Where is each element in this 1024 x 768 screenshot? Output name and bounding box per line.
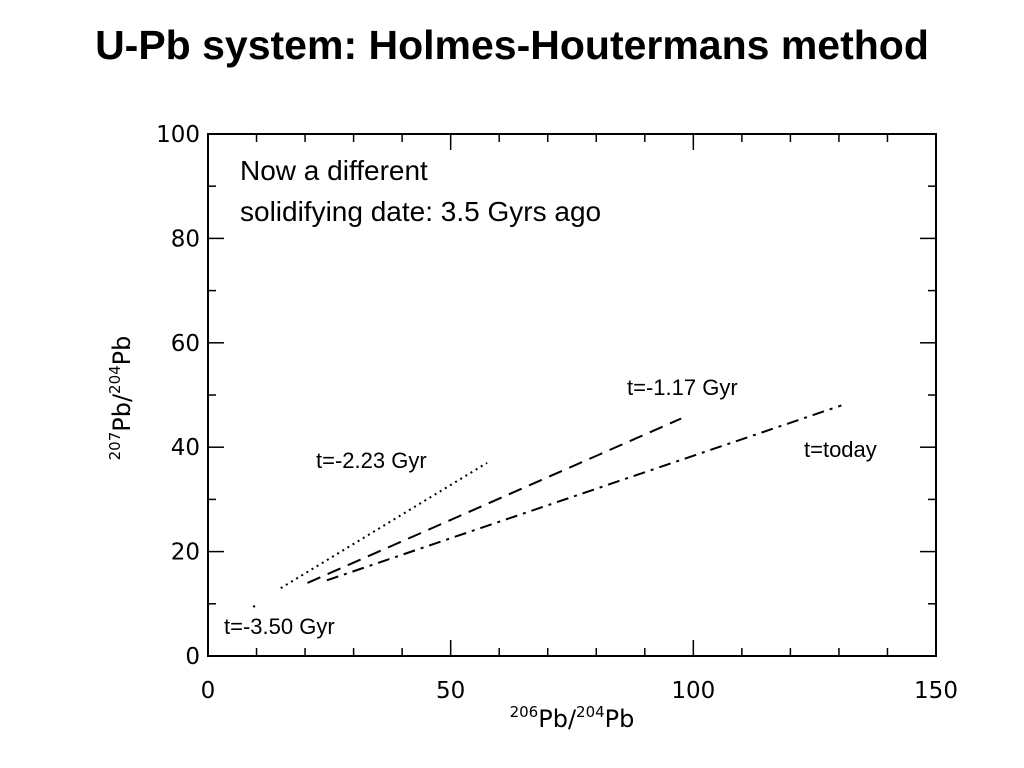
y-axis-label-sup: 204	[106, 365, 124, 394]
series-label-dashdot: t=today	[804, 437, 877, 462]
series-line-dashdot	[326, 404, 842, 582]
series-line-dashed	[307, 417, 682, 584]
y-axis-label-post: Pb	[108, 336, 136, 366]
x-axis-label-post: Pb	[605, 705, 635, 733]
x-tick-label: 50	[436, 678, 465, 704]
y-tick-label: 60	[171, 331, 200, 357]
series-line-dotted	[280, 462, 488, 589]
y-axis-label: 207Pb/204Pb	[106, 336, 136, 461]
x-tick-label: 100	[671, 678, 715, 704]
x-axis-label-sup: 204	[576, 703, 605, 721]
start-point-label: t=-3.50 Gyr	[224, 614, 335, 639]
series-label-dashed: t=-1.17 Gyr	[627, 375, 738, 400]
x-tick-label: 150	[914, 678, 958, 704]
series-group	[252, 404, 842, 608]
x-tick-label: 0	[201, 678, 216, 704]
y-tick-label: 80	[171, 226, 200, 252]
y-tick-label: 100	[156, 122, 200, 148]
y-tick-label: 40	[171, 435, 200, 461]
y-tick-label: 20	[171, 540, 200, 566]
axis-ticks: 0 50 100 150 0 20 40 60 80 100	[156, 122, 958, 704]
start-point	[252, 605, 256, 608]
y-tick-label: 0	[185, 644, 200, 670]
y-axis-label-pre: 207	[106, 432, 124, 461]
x-axis-label-mid: Pb/	[538, 705, 577, 733]
start-label-bg	[218, 610, 370, 642]
y-axis-label-mid: Pb/	[108, 393, 136, 432]
series-labels: t=-2.23 Gyr t=-1.17 Gyr t=today t=-3.50 Gyr	[218, 375, 877, 642]
x-axis-label: 206Pb/204Pb	[510, 703, 635, 733]
series-label-dotted: t=-2.23 Gyr	[316, 448, 427, 473]
slide-title: U-Pb system: Holmes-Houtermans method	[95, 22, 929, 68]
note-line-2: solidifying date: 3.5 Gyrs ago	[240, 196, 601, 227]
x-axis-label-pre: 206	[510, 703, 539, 721]
note-line-1: Now a different	[240, 155, 428, 186]
